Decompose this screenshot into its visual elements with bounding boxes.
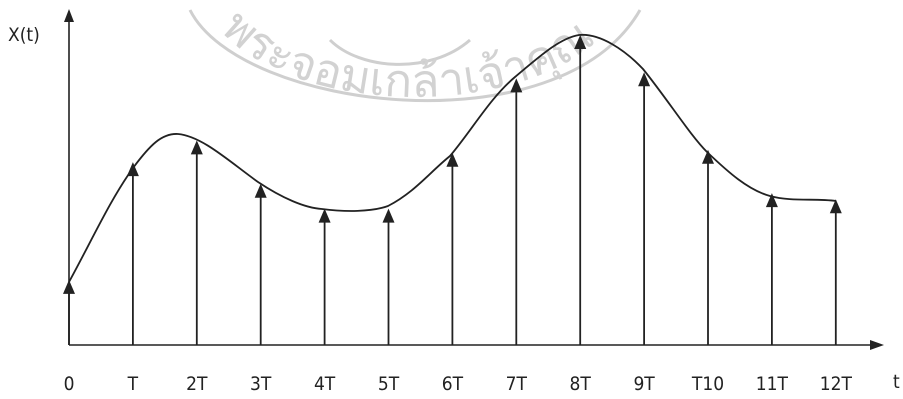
x-tick-label-4: 4T xyxy=(314,373,336,395)
y-axis-label: X(t) xyxy=(8,24,40,46)
sample-stems xyxy=(63,35,842,345)
watermark-seal: พระจอมเกล้าเจ้าคุณ xyxy=(188,0,642,108)
sample-arrow-icon-10 xyxy=(702,149,714,164)
sample-arrow-icon-6 xyxy=(446,152,459,167)
sample-arrow-icon-2 xyxy=(190,140,203,155)
x-tick-label-0: 0 xyxy=(64,373,75,395)
x-tick-label-1: T xyxy=(127,373,139,395)
x-tick-label-6: 6T xyxy=(442,373,464,395)
sample-arrow-icon-8 xyxy=(574,35,587,49)
signal-curve xyxy=(68,34,837,283)
x-tick-labels: 0 T 2T 3T 4T 5T 6T 7T 8T 9T T10 11T 12T xyxy=(64,373,853,395)
x-tick-label-8: 8T xyxy=(570,373,592,395)
x-tick-label-9: 9T xyxy=(633,373,655,395)
x-tick-label-10: T10 xyxy=(691,373,724,395)
sample-arrow-icon-0 xyxy=(63,279,75,294)
x-axis-arrow-icon xyxy=(870,340,884,350)
x-tick-label-7: 7T xyxy=(506,373,528,395)
sample-arrow-icon-4 xyxy=(318,208,331,223)
sample-arrow-icon-1 xyxy=(126,162,139,177)
x-tick-label-2: 2T xyxy=(186,373,208,395)
x-tick-label-11: 11T xyxy=(756,373,789,395)
y-axis-arrow-icon xyxy=(64,9,74,22)
sample-arrow-icon-12 xyxy=(829,199,842,214)
sample-arrow-icon-9 xyxy=(638,72,651,87)
x-tick-label-12: 12T xyxy=(820,373,853,395)
sample-arrow-icon-7 xyxy=(510,78,523,93)
sample-arrow-icon-3 xyxy=(254,183,267,198)
x-tick-label-5: 5T xyxy=(378,373,400,395)
x-tick-label-3: 3T xyxy=(250,373,272,395)
x-axis-label: t xyxy=(893,371,900,393)
sample-arrow-icon-5 xyxy=(382,208,395,223)
sample-arrow-icon-11 xyxy=(765,193,778,208)
